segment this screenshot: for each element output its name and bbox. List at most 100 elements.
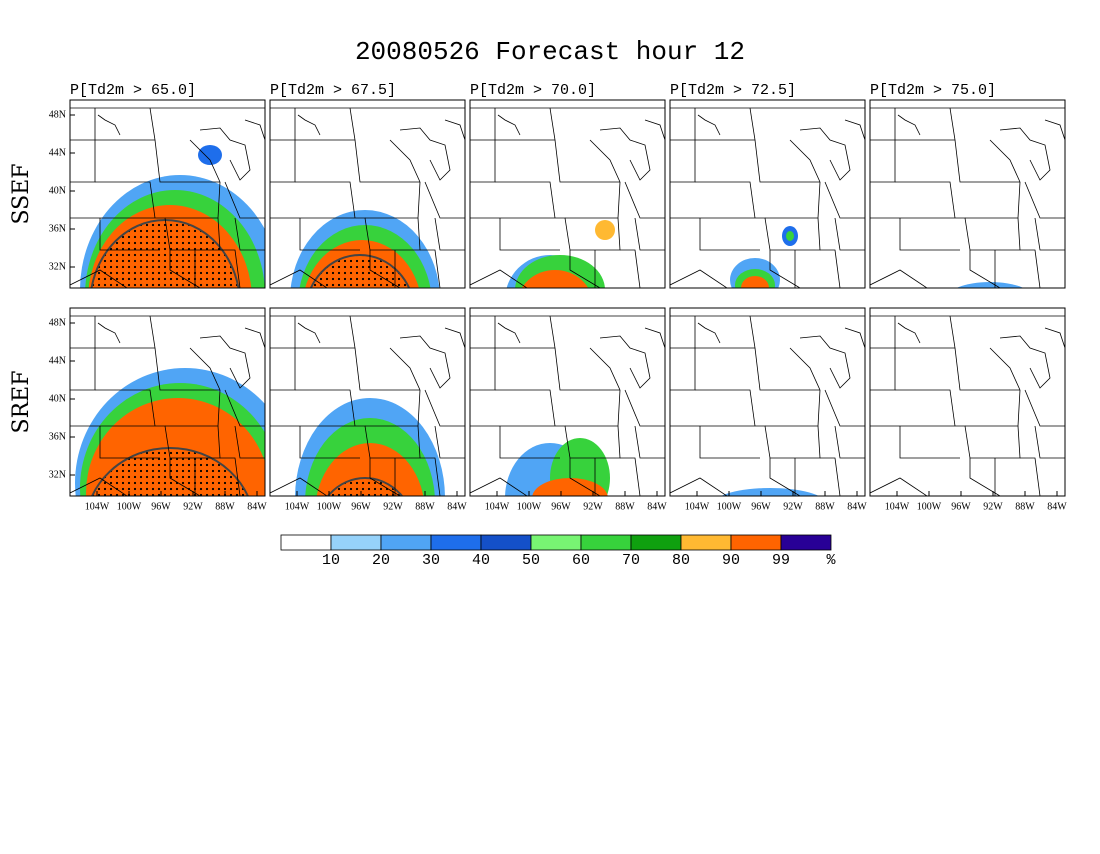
map-bg bbox=[870, 100, 1065, 288]
colorbar-label: 80 bbox=[672, 552, 690, 569]
row-label: SSEF bbox=[9, 163, 34, 224]
panel-title: P[Td2m > 75.0] bbox=[870, 82, 996, 99]
colorbar-box bbox=[730, 534, 782, 551]
panel-title: P[Td2m > 72.5] bbox=[670, 82, 796, 99]
lat-label: 48N bbox=[49, 317, 66, 328]
lon-label: 92W bbox=[783, 501, 803, 512]
colorbar-label: 60 bbox=[572, 552, 590, 569]
lon-label: 84W bbox=[847, 501, 867, 512]
colorbar-box bbox=[380, 534, 432, 551]
colorbar-unit: % bbox=[826, 552, 836, 569]
lon-label: 88W bbox=[1015, 501, 1035, 512]
lon-label: 96W bbox=[351, 501, 371, 512]
lon-label: 88W bbox=[815, 501, 835, 512]
colorbar-label: 70 bbox=[622, 552, 640, 569]
colorbar-box bbox=[480, 534, 532, 551]
colorbar-box bbox=[430, 534, 482, 551]
lat-label: 40N bbox=[49, 185, 66, 196]
colorbar-box bbox=[330, 534, 382, 551]
lon-label: 92W bbox=[583, 501, 603, 512]
lon-label: 92W bbox=[983, 501, 1003, 512]
lon-label: 100W bbox=[317, 501, 342, 512]
map-bg bbox=[870, 308, 1065, 496]
panel-frame bbox=[469, 307, 666, 497]
colorbar-label: 90 bbox=[722, 552, 740, 569]
lat-label: 36N bbox=[49, 431, 66, 442]
probability-area bbox=[198, 145, 222, 165]
lon-label: 100W bbox=[917, 501, 942, 512]
lon-label: 104W bbox=[885, 501, 910, 512]
map-panel bbox=[870, 308, 1065, 496]
lon-label: 96W bbox=[551, 501, 571, 512]
colorbar-label: 99 bbox=[772, 552, 790, 569]
lon-label: 88W bbox=[615, 501, 635, 512]
map-panel bbox=[670, 308, 865, 496]
lon-label: 104W bbox=[85, 501, 110, 512]
panel-title: P[Td2m > 67.5] bbox=[270, 82, 396, 99]
map-panel bbox=[270, 100, 465, 288]
panel-frame bbox=[469, 99, 666, 289]
map-bg bbox=[670, 100, 865, 288]
colorbar-box bbox=[780, 534, 832, 551]
probability-area bbox=[521, 270, 589, 288]
panel-frame bbox=[269, 99, 466, 289]
lon-label: 100W bbox=[517, 501, 542, 512]
map-panel bbox=[70, 100, 265, 288]
probability-area bbox=[532, 478, 608, 496]
lon-label: 92W bbox=[383, 501, 403, 512]
lon-label: 88W bbox=[215, 501, 235, 512]
lon-label: 96W bbox=[751, 501, 771, 512]
panel-frame bbox=[269, 307, 466, 497]
lat-label: 44N bbox=[49, 355, 66, 366]
lon-label: 104W bbox=[485, 501, 510, 512]
panel-frame bbox=[869, 307, 1066, 497]
lon-label: 84W bbox=[247, 501, 267, 512]
map-panel bbox=[270, 308, 465, 496]
panel-title: P[Td2m > 65.0] bbox=[70, 82, 196, 99]
colorbar-label: 40 bbox=[472, 552, 490, 569]
map-panel bbox=[870, 100, 1065, 288]
lat-label: 48N bbox=[49, 109, 66, 120]
panel-frame bbox=[869, 99, 1066, 289]
panel-frame bbox=[69, 99, 266, 289]
map-panel bbox=[470, 100, 665, 288]
probability-area bbox=[786, 231, 794, 241]
lat-label: 32N bbox=[49, 469, 66, 480]
lon-label: 96W bbox=[951, 501, 971, 512]
panel-frame bbox=[669, 307, 866, 497]
lon-label: 104W bbox=[685, 501, 710, 512]
colorbar-label: 20 bbox=[372, 552, 390, 569]
colorbar-label: 50 bbox=[522, 552, 540, 569]
map-bg bbox=[670, 308, 865, 496]
lon-label: 84W bbox=[1047, 501, 1067, 512]
panel-title: P[Td2m > 70.0] bbox=[470, 82, 596, 99]
lon-label: 100W bbox=[117, 501, 142, 512]
lon-label: 84W bbox=[447, 501, 467, 512]
probability-area bbox=[326, 477, 404, 496]
probability-area bbox=[956, 282, 1024, 288]
title: 20080526 Forecast hour 12 bbox=[355, 37, 745, 67]
row-label: SREF bbox=[9, 371, 34, 434]
probability-area bbox=[595, 220, 615, 240]
panel-frame bbox=[669, 99, 866, 289]
colorbar-box bbox=[680, 534, 732, 551]
probability-area bbox=[309, 254, 411, 288]
colorbar-box bbox=[530, 534, 582, 551]
map-panel bbox=[670, 100, 865, 288]
colorbar-box bbox=[280, 534, 332, 551]
lon-label: 92W bbox=[183, 501, 203, 512]
lon-label: 96W bbox=[151, 501, 171, 512]
lon-label: 84W bbox=[647, 501, 667, 512]
colorbar-label: 30 bbox=[422, 552, 440, 569]
map-panel bbox=[470, 308, 665, 496]
probability-area bbox=[721, 488, 819, 496]
lat-label: 40N bbox=[49, 393, 66, 404]
lat-label: 44N bbox=[49, 147, 66, 158]
lon-label: 100W bbox=[717, 501, 742, 512]
probability-area bbox=[741, 276, 769, 288]
lat-label: 32N bbox=[49, 261, 66, 272]
lat-label: 36N bbox=[49, 223, 66, 234]
map-panel bbox=[70, 308, 265, 496]
colorbar-box bbox=[580, 534, 632, 551]
